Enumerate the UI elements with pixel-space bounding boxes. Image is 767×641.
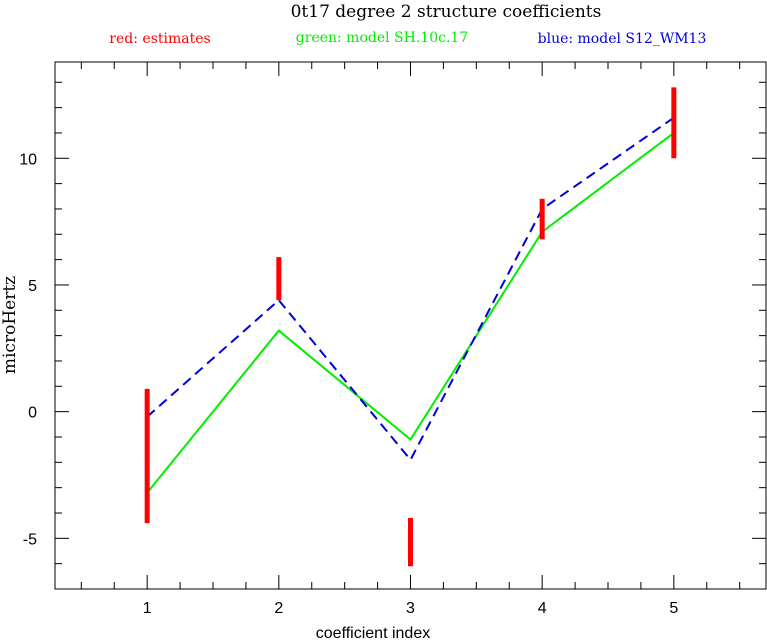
tick-labels: 1 2 3 4 5 -5 0 5 10 (19, 151, 678, 617)
series-layer (146, 116, 675, 494)
series-line-2 (146, 116, 675, 462)
axis-ticks (55, 62, 766, 590)
plot-frame (54, 61, 767, 590)
x-tick-label: 1 (143, 600, 152, 617)
series-line-1 (146, 132, 675, 494)
x-tick-label: 3 (406, 600, 415, 617)
y-tick-label: 0 (28, 405, 37, 422)
legend-model-s12wm13: blue: model S12_WM13 (538, 31, 707, 47)
chart-title: 0t17 degree 2 structure coefficients (291, 2, 602, 22)
estimate-bars (144, 87, 677, 567)
x-tick-label: 2 (274, 600, 283, 617)
y-axis-label: microHertz (0, 276, 20, 374)
y-tick-label: 10 (19, 151, 37, 168)
legend-model-sh10c17: green: model SH.10c.17 (296, 30, 468, 46)
y-tick-label: 5 (28, 278, 37, 295)
x-axis-label: coefficient index (316, 625, 430, 641)
y-tick-label: -5 (23, 531, 37, 548)
x-tick-label: 5 (669, 600, 678, 617)
legend-estimates: red: estimates (109, 31, 210, 47)
x-tick-label: 4 (538, 600, 547, 617)
